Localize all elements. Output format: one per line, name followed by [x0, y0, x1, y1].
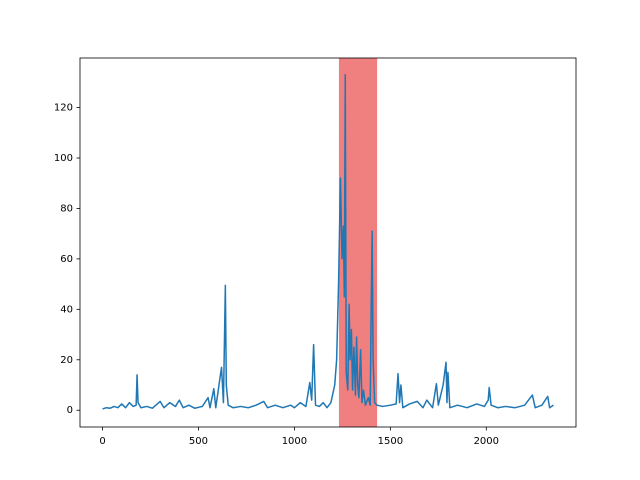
y-tick-label: 80	[60, 203, 73, 214]
y-tick-label: 100	[54, 153, 73, 164]
y-tick-label: 40	[60, 304, 73, 315]
x-tick-label: 2000	[474, 436, 499, 447]
y-tick-label: 20	[60, 355, 73, 366]
x-tick-label: 500	[189, 436, 208, 447]
data-line	[102, 74, 554, 410]
y-tick-label: 120	[54, 103, 73, 114]
x-tick-label: 0	[99, 436, 105, 447]
y-tick-label: 0	[67, 405, 73, 416]
y-tick-label: 60	[60, 254, 73, 265]
x-tick-label: 1500	[378, 436, 403, 447]
plot-area	[102, 58, 554, 427]
x-tick-label: 1000	[282, 436, 307, 447]
axes-frame	[79, 57, 577, 428]
